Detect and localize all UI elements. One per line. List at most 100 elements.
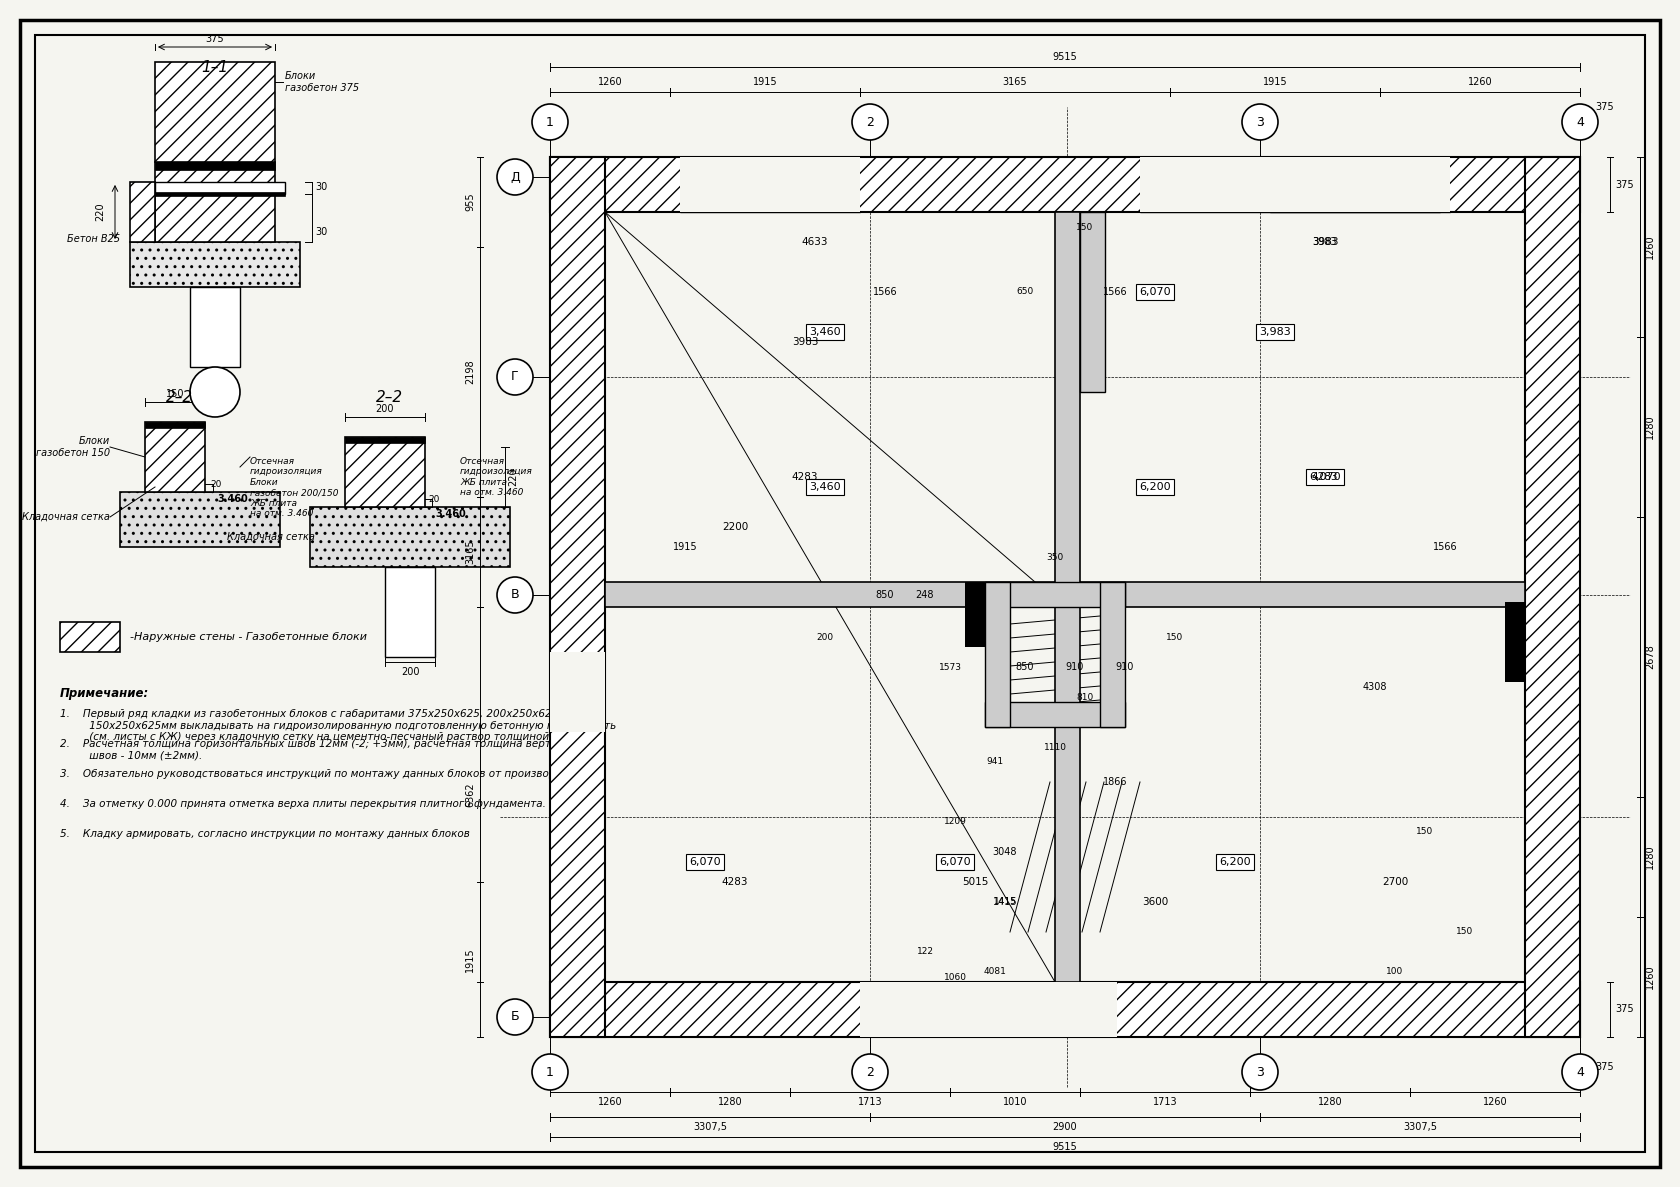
Circle shape xyxy=(533,1054,568,1090)
Text: Б: Б xyxy=(511,1010,519,1023)
Text: 100: 100 xyxy=(1386,967,1403,977)
Circle shape xyxy=(497,358,533,395)
Text: 375: 375 xyxy=(1614,179,1633,190)
Bar xyxy=(1141,157,1440,212)
Bar xyxy=(311,507,511,567)
Text: 910: 910 xyxy=(1065,662,1084,672)
Text: 3165: 3165 xyxy=(1003,77,1026,87)
Text: 3,983: 3,983 xyxy=(1258,326,1290,337)
Text: 1713: 1713 xyxy=(1152,1097,1178,1107)
Text: 1: 1 xyxy=(546,115,554,128)
Text: 3,460: 3,460 xyxy=(810,482,840,491)
Text: 6362: 6362 xyxy=(465,782,475,807)
Text: 30: 30 xyxy=(316,227,328,237)
Text: 150: 150 xyxy=(1457,927,1473,937)
Bar xyxy=(155,192,286,196)
Text: 1566: 1566 xyxy=(1102,287,1127,297)
Bar xyxy=(984,582,1010,726)
Circle shape xyxy=(852,1054,889,1090)
Text: 2–2: 2–2 xyxy=(376,389,403,405)
Text: Отсечная
гидроизоляция
ЖБ плита
на отм. 3.460: Отсечная гидроизоляция ЖБ плита на отм. … xyxy=(460,457,533,497)
Text: 2: 2 xyxy=(867,1066,874,1079)
Text: -Наружные стены - Газобетонные блоки: -Наружные стены - Газобетонные блоки xyxy=(129,631,366,642)
Text: 1415: 1415 xyxy=(993,897,1016,907)
Bar xyxy=(155,62,276,161)
Text: 350: 350 xyxy=(1047,552,1063,561)
Text: 6,200: 6,200 xyxy=(1139,482,1171,491)
Text: 1060: 1060 xyxy=(944,972,966,982)
Text: 1915: 1915 xyxy=(753,77,778,87)
Text: Отсечная
гидроизоляция
Блоки
газобетон 200/150
ЖБ плита
на отм. 3.460: Отсечная гидроизоляция Блоки газобетон 2… xyxy=(250,457,338,518)
Bar xyxy=(129,182,155,242)
Text: 4633: 4633 xyxy=(801,237,828,247)
Text: 375: 375 xyxy=(205,34,225,44)
Text: 375: 375 xyxy=(1594,102,1613,112)
Text: 1.    Первый ряд кладки из газобетонных блоков с габаритами 375х250х625, 200х250: 1. Первый ряд кладки из газобетонных бло… xyxy=(60,709,617,742)
Text: 4283: 4283 xyxy=(791,472,818,482)
Text: 5.    Кладку армировать, согласно инструкции по монтажу данных блоков: 5. Кладку армировать, согласно инструкци… xyxy=(60,829,470,839)
Text: 3,460: 3,460 xyxy=(810,326,840,337)
Text: 2900: 2900 xyxy=(1053,1122,1077,1132)
Circle shape xyxy=(497,999,533,1035)
Text: 4.    За отметку 0.000 принята отметка верха плиты перекрытия плитного фундамент: 4. За отметку 0.000 принята отметка верх… xyxy=(60,799,546,810)
Text: 1280: 1280 xyxy=(1317,1097,1342,1107)
Circle shape xyxy=(533,104,568,140)
Text: 1713: 1713 xyxy=(858,1097,882,1107)
Text: 1260: 1260 xyxy=(1468,77,1492,87)
Text: Блоки
газобетон 375: Блоки газобетон 375 xyxy=(286,71,360,93)
Circle shape xyxy=(190,367,240,417)
Text: 1110: 1110 xyxy=(1043,743,1067,751)
Text: 850: 850 xyxy=(875,590,894,599)
Text: 1260: 1260 xyxy=(598,77,622,87)
Text: 20: 20 xyxy=(428,495,440,504)
Text: Бетон В25: Бетон В25 xyxy=(67,235,119,245)
Bar xyxy=(155,182,286,193)
Text: 1260: 1260 xyxy=(1483,1097,1507,1107)
Bar xyxy=(860,982,1117,1037)
Text: 1260: 1260 xyxy=(1645,235,1655,259)
Text: Г: Г xyxy=(511,370,519,383)
Text: 3: 3 xyxy=(1257,1066,1263,1079)
Bar xyxy=(144,423,205,429)
Text: 1915: 1915 xyxy=(465,947,475,972)
Bar xyxy=(1100,582,1126,726)
Circle shape xyxy=(1242,1054,1278,1090)
Bar xyxy=(549,652,605,732)
Text: 6,070: 6,070 xyxy=(689,857,721,867)
Text: 150: 150 xyxy=(1416,827,1433,837)
Text: 248: 248 xyxy=(916,590,934,599)
Text: 1280: 1280 xyxy=(1645,414,1655,439)
Text: 1260: 1260 xyxy=(598,1097,622,1107)
Text: 3600: 3600 xyxy=(1142,897,1168,907)
Bar xyxy=(680,157,860,212)
Text: 200: 200 xyxy=(816,633,833,641)
Text: 955: 955 xyxy=(465,192,475,211)
Text: 1566: 1566 xyxy=(872,287,897,297)
Text: Кладочная сетка: Кладочная сетка xyxy=(22,512,109,522)
Bar xyxy=(385,567,435,656)
Circle shape xyxy=(1562,104,1598,140)
Text: 1: 1 xyxy=(546,1066,554,1079)
Text: 1–1: 1–1 xyxy=(202,59,228,75)
Text: 200: 200 xyxy=(402,667,420,677)
Text: 30: 30 xyxy=(316,182,328,192)
Text: 3983: 3983 xyxy=(791,337,818,347)
Text: 6,070: 6,070 xyxy=(939,857,971,867)
Text: 4308: 4308 xyxy=(1362,683,1388,692)
Bar xyxy=(680,157,860,212)
Text: 3307,5: 3307,5 xyxy=(1403,1122,1436,1132)
Text: 220: 220 xyxy=(96,203,104,221)
Text: 220: 220 xyxy=(507,468,517,487)
Bar xyxy=(144,423,205,491)
Bar xyxy=(964,582,984,647)
Text: 1010: 1010 xyxy=(1003,1097,1026,1107)
Bar xyxy=(344,437,425,443)
Text: 1280: 1280 xyxy=(1645,845,1655,869)
Text: 375: 375 xyxy=(1614,1004,1633,1015)
Text: 3.    Обязательно руководствоваться инструкций по монтажу данных блоков от произ: 3. Обязательно руководствоваться инструк… xyxy=(60,769,591,779)
Text: 6,200: 6,200 xyxy=(1220,857,1252,867)
Text: 1573: 1573 xyxy=(939,662,961,672)
Text: 1209: 1209 xyxy=(944,818,966,826)
Bar xyxy=(1080,212,1105,392)
Text: 3983: 3983 xyxy=(1312,237,1337,247)
